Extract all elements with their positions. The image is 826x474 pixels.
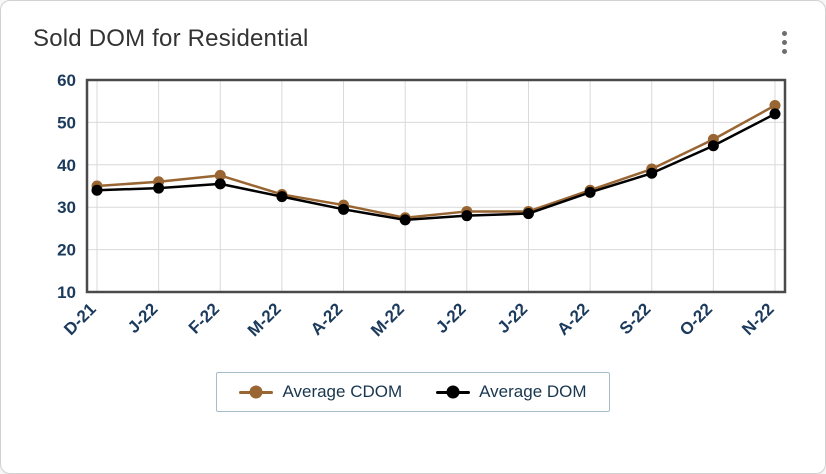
page-title: Sold DOM for Residential xyxy=(33,25,309,52)
line-chart-svg: 10 20 30 40 50 60 D-21 J-22 F-22 M-22 A-22 M-22 J-22… xyxy=(57,71,787,340)
y-tick-label: 30 xyxy=(57,198,76,217)
x-tick-label: O-22 xyxy=(676,299,716,339)
plot-border xyxy=(85,78,787,294)
x-tick-label: J-22 xyxy=(432,299,469,336)
x-tick-label: F-22 xyxy=(185,299,223,337)
data-point xyxy=(522,208,534,220)
chart-legend: Average CDOM Average DOM xyxy=(216,372,610,412)
data-point xyxy=(584,186,596,198)
y-tick-label: 60 xyxy=(57,71,76,90)
x-tick-label: J-22 xyxy=(494,299,531,336)
data-point xyxy=(338,203,350,215)
legend-marker-dom-icon xyxy=(436,384,471,400)
chart-area: 10 20 30 40 50 60 D-21 J-22 F-22 M-22 A-22 M-22 J-22… xyxy=(29,66,797,368)
x-tick-label: N-22 xyxy=(738,299,777,338)
legend-marker-cdom-icon xyxy=(239,384,274,400)
data-point xyxy=(461,210,473,222)
legend-label: Average CDOM xyxy=(282,382,403,401)
data-point xyxy=(276,191,288,203)
y-tick-label: 10 xyxy=(57,283,76,302)
series-line xyxy=(96,104,776,220)
x-tick-label: A-22 xyxy=(553,299,592,338)
data-point xyxy=(646,167,658,179)
data-point xyxy=(769,108,781,120)
legend-item[interactable]: Average DOM xyxy=(436,382,587,402)
y-tick-label: 20 xyxy=(57,241,76,260)
legend-item[interactable]: Average CDOM xyxy=(239,382,402,402)
y-tick-label: 50 xyxy=(57,113,76,132)
x-tick-label: A-22 xyxy=(307,299,346,338)
legend-label: Average DOM xyxy=(479,382,587,401)
data-point xyxy=(91,184,103,196)
y-tick-label: 40 xyxy=(57,156,76,175)
x-tick-label: S-22 xyxy=(616,299,655,338)
data-point xyxy=(707,140,719,152)
x-tick-label: D-21 xyxy=(60,299,99,338)
data-point xyxy=(399,214,411,226)
kebab-dot xyxy=(782,31,787,36)
kebab-menu-icon[interactable] xyxy=(774,25,795,60)
data-point xyxy=(153,182,165,194)
card-header: Sold DOM for Residential xyxy=(29,23,797,60)
kebab-dot xyxy=(782,40,787,45)
x-tick-label: M-22 xyxy=(244,299,285,340)
series-line xyxy=(96,112,776,222)
x-tick-label: J-22 xyxy=(124,299,161,336)
kebab-dot xyxy=(782,49,787,54)
data-point xyxy=(214,178,226,190)
x-tick-label: M-22 xyxy=(367,299,408,340)
